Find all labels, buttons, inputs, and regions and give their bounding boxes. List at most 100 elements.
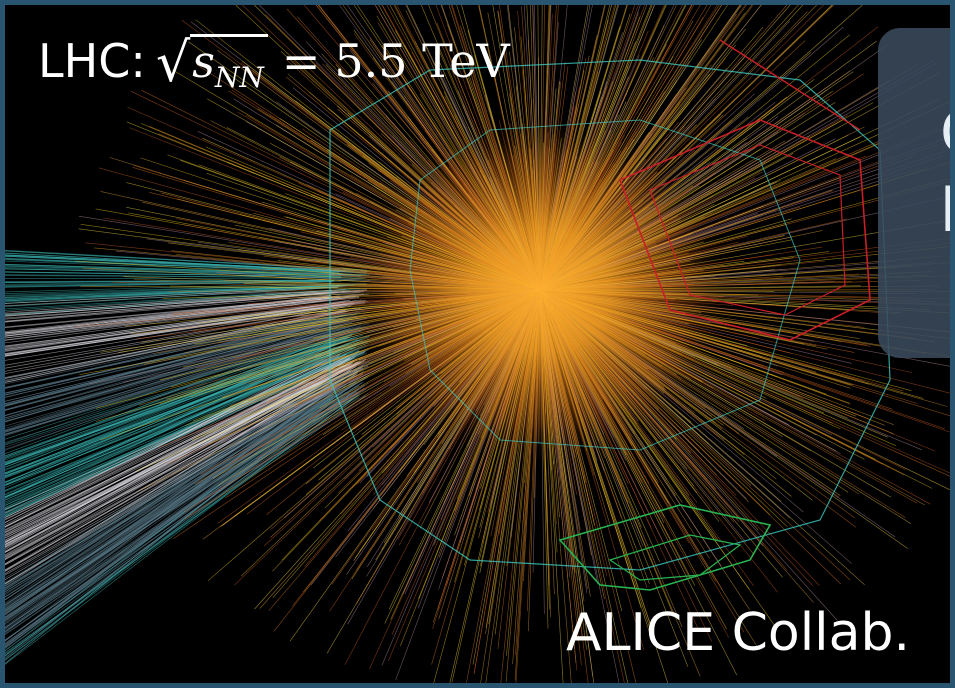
beam-streak bbox=[0, 310, 342, 384]
beam-streak bbox=[0, 279, 341, 283]
beam-streak bbox=[0, 343, 359, 488]
beam-streak bbox=[0, 330, 363, 447]
beam-streak bbox=[0, 367, 335, 568]
equals-sign: = bbox=[281, 34, 321, 88]
beam-streak bbox=[0, 350, 333, 511]
detector-red-edge bbox=[719, 39, 861, 131]
beam-streak bbox=[0, 360, 364, 544]
beam-streak bbox=[0, 291, 345, 320]
beam-streak bbox=[0, 378, 345, 604]
beam-streak bbox=[0, 388, 365, 634]
beam-streak bbox=[0, 384, 360, 621]
beam-streak bbox=[0, 267, 363, 276]
radicand: sNN bbox=[190, 34, 268, 94]
collision-energy-label: LHC: √sNN = 5.5 TeV bbox=[38, 26, 510, 96]
detector-red-module bbox=[618, 119, 871, 341]
beam-streak bbox=[0, 291, 340, 323]
detector-red-module-inner bbox=[649, 144, 846, 316]
beam-streak bbox=[0, 350, 360, 511]
beam-streak bbox=[0, 382, 346, 614]
beam-streak bbox=[0, 314, 343, 397]
beam-streak bbox=[0, 352, 364, 519]
beam-streak bbox=[0, 326, 361, 434]
beam-streak bbox=[0, 394, 359, 655]
beam-streak bbox=[0, 372, 358, 583]
radicand-subscript: NN bbox=[214, 60, 264, 94]
beam-streak bbox=[0, 285, 347, 303]
beam-streak bbox=[0, 397, 339, 663]
beam-streak bbox=[0, 290, 360, 317]
beam-streak bbox=[0, 326, 350, 435]
beam-streak bbox=[0, 255, 369, 273]
detector-outline bbox=[329, 39, 891, 591]
beam-streak bbox=[0, 391, 333, 646]
image-credit: ALICE Collab. bbox=[566, 603, 910, 663]
beam-streak bbox=[0, 305, 351, 367]
beam-streak bbox=[0, 255, 332, 273]
beam-streak bbox=[0, 374, 370, 590]
detector-green-module-inner bbox=[608, 534, 742, 581]
beam-streak bbox=[0, 263, 366, 275]
beam-streak bbox=[0, 311, 358, 386]
sqrt-expression: √sNN bbox=[156, 31, 268, 94]
beam-streak bbox=[0, 323, 334, 424]
beam-streak bbox=[0, 280, 334, 285]
beam-streak bbox=[0, 335, 352, 463]
collision-core-glow bbox=[340, 110, 740, 470]
beam-streak bbox=[0, 275, 366, 279]
beam-streak bbox=[0, 382, 352, 616]
beam-streak bbox=[0, 348, 343, 507]
beam-streak bbox=[0, 308, 361, 375]
beam-streak bbox=[0, 331, 351, 452]
beam-streak bbox=[0, 387, 349, 633]
beam-streak bbox=[0, 323, 350, 424]
collider-name: LHC: bbox=[38, 34, 146, 88]
beam-streak bbox=[0, 380, 337, 610]
beam-streak bbox=[0, 316, 362, 403]
beam-streak bbox=[0, 327, 353, 437]
beam-streak bbox=[0, 287, 361, 310]
callout-box: C h bbox=[878, 28, 955, 358]
radicand-symbol: s bbox=[192, 37, 215, 88]
beam-streak bbox=[0, 249, 367, 271]
detector-green-module bbox=[558, 504, 772, 591]
beam-streak bbox=[0, 358, 366, 539]
beam-streak bbox=[0, 366, 356, 563]
beam-streak bbox=[0, 323, 334, 424]
energy-value: 5.5 TeV bbox=[334, 34, 510, 88]
beam-streak bbox=[0, 352, 336, 520]
beam-streak bbox=[0, 295, 331, 333]
beam-streak bbox=[0, 383, 336, 618]
beam-streak bbox=[0, 354, 332, 526]
beam-streak bbox=[0, 349, 369, 508]
beam-streak bbox=[0, 346, 340, 498]
beam-streak bbox=[0, 360, 365, 545]
beam-streak bbox=[0, 392, 360, 648]
beam-streak bbox=[0, 264, 347, 275]
beam-streak bbox=[0, 328, 350, 442]
beam-streak bbox=[0, 395, 335, 656]
beam-streak bbox=[0, 309, 346, 380]
beam-streak bbox=[0, 297, 345, 342]
beam-streak bbox=[0, 377, 366, 601]
callout-line-1: C bbox=[940, 98, 955, 168]
beam-streak bbox=[0, 257, 336, 273]
beam-streak bbox=[0, 346, 331, 500]
beam-streak bbox=[0, 296, 356, 338]
beam-streak bbox=[0, 322, 353, 422]
beam-streak bbox=[0, 296, 333, 337]
beam-streak bbox=[0, 356, 363, 533]
sqrt-symbol: √ bbox=[155, 31, 191, 94]
detector-cyan-frame bbox=[329, 59, 891, 571]
detector-cyan-inner bbox=[409, 119, 801, 451]
beam-streak bbox=[0, 333, 331, 456]
beam-streak bbox=[0, 302, 355, 358]
beam-streak bbox=[0, 385, 346, 625]
beam-streak bbox=[0, 310, 349, 384]
callout-line-2: h bbox=[940, 176, 955, 246]
beam-streak bbox=[0, 319, 339, 413]
beam-streak bbox=[0, 281, 333, 288]
beam-streak bbox=[0, 399, 332, 669]
